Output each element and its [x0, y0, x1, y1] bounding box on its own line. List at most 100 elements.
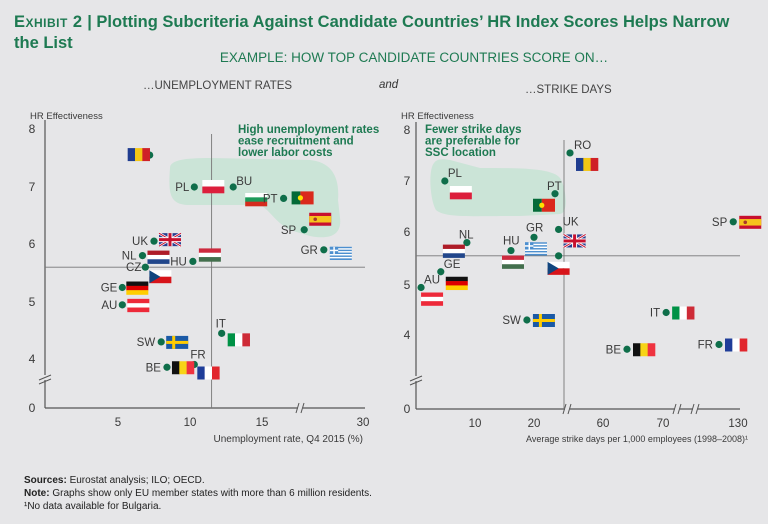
flag-cz-icon: [149, 270, 172, 284]
flag-stripe: [647, 343, 656, 357]
left-point-bu: [229, 183, 237, 191]
flag-stripe: [725, 338, 733, 352]
right-x-break-gap: [675, 406, 680, 412]
left-x-axis-title: Unemployment rate, Q4 2015 (%): [213, 434, 363, 445]
flag-stripe: [739, 338, 748, 352]
flag-ge-icon: [126, 281, 149, 295]
left-point-gr: [320, 246, 328, 254]
right-point-sw: [523, 316, 531, 324]
flag-stripe: [442, 253, 465, 258]
flag-stripe: [202, 180, 225, 187]
flag-stripe: [525, 250, 547, 253]
flag-stripe: [329, 256, 352, 259]
title-text: Plotting Subcriteria Against Candidate C…: [14, 13, 730, 52]
flag-be-icon: [633, 343, 656, 357]
flag-stripe: [525, 243, 547, 246]
flag-stripe: [245, 193, 268, 198]
note-line: Note: Graphs show only EU member states …: [24, 487, 372, 500]
right-annotation-line: are preferable for: [425, 136, 520, 148]
flag-stripe: [142, 148, 150, 162]
left-point-label: AU: [101, 300, 117, 312]
flag-cross: [159, 238, 181, 242]
flag-ro-icon: [576, 157, 599, 171]
flag-triangle: [547, 261, 559, 275]
flag-stripe: [583, 157, 591, 171]
right-x-tick-label: 10: [469, 418, 482, 430]
right-point-label: GR: [526, 222, 543, 234]
right-x-tick-label: 130: [728, 418, 747, 430]
flag-stripe: [202, 186, 225, 194]
left-x-tick-label: 15: [256, 417, 269, 429]
flag-uk-icon: [562, 233, 587, 249]
flag-stripe: [501, 264, 524, 269]
note-label: Note:: [24, 488, 50, 499]
right-x-break-mark: [562, 403, 567, 415]
right-point-label: RO: [574, 140, 591, 152]
flag-stripe: [525, 249, 547, 252]
flag-stripe: [421, 296, 444, 302]
right-point-pl: [441, 177, 449, 185]
flag-stripe: [198, 252, 221, 258]
flag-stripe: [576, 157, 584, 171]
sources-text: Eurostat analysis; ILO; OECD.: [66, 475, 205, 486]
right-y-break-mark: [409, 375, 423, 382]
flag-stripe: [640, 343, 648, 357]
flag-fr-icon: [197, 366, 220, 380]
left-panel-heading: …UNEMPLOYMENT RATES: [143, 80, 293, 92]
flag-stripe: [525, 246, 547, 249]
flag-cross: [166, 340, 189, 344]
flag-nl-icon: [147, 250, 170, 264]
right-point-it: [662, 308, 670, 317]
left-annotation-line: ease recruitment and: [238, 136, 354, 148]
flag-stripe: [525, 248, 547, 250]
flag-pl-icon: [449, 186, 472, 200]
right-x-break-mark: [690, 403, 695, 415]
left-point-au: [118, 301, 126, 309]
left-point-nl: [138, 252, 147, 260]
left-x-break-mark: [300, 402, 305, 414]
right-point-label: SW: [502, 315, 521, 327]
flag-stripe: [679, 306, 688, 320]
left-point-ge: [118, 283, 126, 292]
sources-line: Sources: Eurostat analysis; ILO; OECD.: [24, 474, 372, 487]
flag-sp-icon: [309, 212, 332, 226]
right-point-gr: [530, 233, 538, 241]
left-point-label: IT: [216, 318, 226, 330]
left-point-label: BE: [146, 362, 162, 374]
note-text: Graphs show only EU member states with m…: [49, 488, 372, 499]
left-point-uk: [150, 237, 158, 245]
left-point-label: SP: [281, 225, 297, 237]
left-x-tick-label: 30: [357, 417, 370, 429]
left-y-break-mark: [38, 378, 52, 385]
flag-gr-icon: [525, 242, 547, 256]
flag-stripe: [525, 253, 547, 256]
right-x-break-mark: [677, 403, 682, 415]
right-y-tick-label: 6: [404, 225, 411, 239]
left-point-label: HU: [170, 256, 187, 268]
right-point-label: PT: [547, 181, 562, 193]
left-y-axis-title: HR Effectiveness: [30, 111, 103, 122]
flag-stripe: [126, 290, 149, 295]
right-point-label: PL: [448, 168, 463, 180]
flag-stripe: [211, 366, 220, 380]
right-x-tick-label: 60: [597, 418, 610, 430]
flag-it-icon: [227, 333, 250, 347]
right-x-break-mark: [672, 403, 677, 415]
flag-pl-icon: [202, 180, 225, 194]
left-annotation-line: High unemployment rates: [238, 124, 379, 136]
subtitle: EXAMPLE: HOW TOP CANDIDATE COUNTRIES SCO…: [219, 50, 609, 65]
right-highlight-region: [430, 159, 566, 217]
left-point-label: PT: [263, 193, 278, 205]
right-panel-heading: …STRIKE DAYS: [525, 84, 612, 96]
flag-stripe: [127, 307, 150, 313]
flag-stripe: [442, 244, 465, 250]
flag-pt-icon: [533, 198, 555, 212]
flag-cross: [563, 239, 586, 243]
flag-stripe: [186, 361, 195, 375]
flag-stripe: [329, 246, 352, 249]
left-y-tick-label: 6: [29, 237, 36, 251]
flag-stripe: [147, 254, 170, 260]
left-point-label: UK: [132, 236, 148, 248]
right-annotation-line: Fewer strike days: [425, 124, 522, 136]
